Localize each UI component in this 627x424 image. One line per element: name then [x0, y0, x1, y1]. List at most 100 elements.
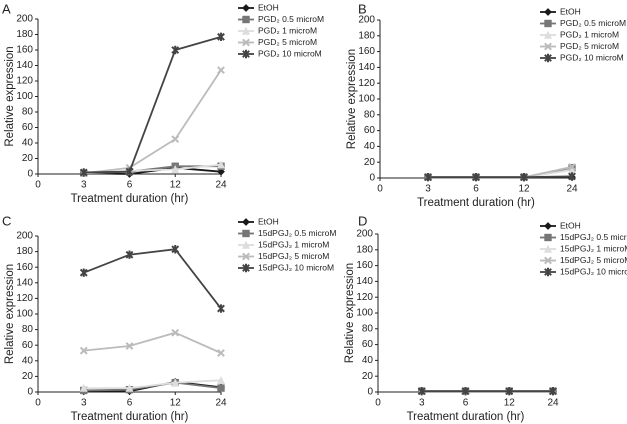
legend-marker [544, 267, 552, 277]
y-tick-label: 160 [16, 45, 33, 56]
marker [125, 342, 134, 350]
panel-label: A [2, 1, 11, 16]
y-tick-label: 140 [356, 276, 373, 287]
marker [217, 32, 225, 42]
y-tick-label: 120 [16, 76, 33, 87]
y-tick-label: 0 [369, 173, 375, 184]
marker [125, 167, 134, 176]
y-tick-label: 140 [16, 277, 33, 288]
x-tick-label: 3 [419, 398, 425, 409]
legend-text: 15dPGJ₂ 10 microM [560, 266, 627, 276]
marker [79, 346, 88, 355]
marker [505, 387, 514, 396]
marker [217, 384, 225, 392]
y-tick-label: 40 [364, 141, 376, 152]
legend-marker [241, 240, 251, 249]
y-tick-label: 180 [16, 29, 33, 40]
x-tick-label: 24 [547, 398, 559, 409]
y-tick-label: 60 [364, 125, 376, 136]
y-tick-label: 40 [22, 355, 34, 366]
marker [217, 304, 225, 313]
y-tick-label: 20 [22, 371, 34, 382]
legend-marker [242, 263, 250, 273]
series-line [83, 331, 222, 354]
y-tick-label: 60 [362, 339, 374, 350]
marker [171, 165, 180, 174]
series-line [428, 166, 573, 179]
y-tick-label: 80 [22, 107, 34, 118]
y-tick-label: 140 [16, 60, 33, 71]
marker [568, 172, 576, 181]
legend-text: 15dPGJ₂ 0.5 microM [258, 228, 336, 238]
marker [461, 387, 470, 396]
panel: B 0 20 40 60 80 100 120 140 160 180 200 0 3 6 12 24 Treat… [346, 1, 626, 209]
legend-text: PGD₂ 1 microM [258, 25, 317, 35]
y-tick-label: 120 [358, 78, 375, 89]
y-tick-label: 200 [16, 14, 33, 25]
x-tick-label: 24 [566, 184, 578, 195]
x-axis-title: Treatment duration (hr) [407, 411, 525, 423]
marker [171, 45, 180, 55]
legend-marker [242, 15, 250, 24]
y-tick-label: 160 [358, 46, 375, 57]
y-tick-label: 160 [16, 262, 33, 273]
y-axis-title: Relative expression [344, 263, 356, 363]
marker [217, 349, 225, 357]
y-axis-title: Relative expression [4, 264, 16, 364]
series-line [428, 175, 573, 179]
x-tick-label: 6 [127, 180, 133, 191]
panel: D 0 20 40 60 80 100 120 140 160 180 200 0 3 6 12 24 Treat… [344, 213, 627, 423]
panel-label: C [2, 213, 11, 228]
x-tick-label: 6 [463, 398, 469, 409]
legend-text: PGD₂ 10 microM [560, 52, 624, 62]
marker [417, 387, 426, 396]
legend-marker [544, 42, 552, 51]
y-tick-label: 60 [22, 122, 34, 133]
y-tick-label: 120 [16, 293, 33, 304]
marker [549, 387, 557, 396]
x-tick-label: 0 [375, 398, 381, 409]
series-line [83, 35, 222, 174]
x-tick-label: 0 [377, 184, 383, 195]
legend-marker [544, 233, 552, 242]
panel-label: B [358, 1, 367, 16]
legend-text: PGD₂ 1 microM [560, 29, 619, 39]
marker [171, 135, 180, 144]
y-tick-label: 200 [356, 229, 373, 240]
legend-text: EtOH [258, 2, 279, 12]
y-tick-label: 160 [356, 260, 373, 271]
x-tick-label: 6 [473, 184, 479, 195]
x-tick-label: 0 [35, 398, 41, 409]
y-tick-label: 180 [16, 246, 33, 257]
legend-marker [544, 256, 552, 265]
y-tick-label: 100 [356, 308, 373, 319]
marker [520, 173, 528, 182]
y-tick-label: 20 [22, 153, 34, 164]
x-tick-label: 12 [504, 398, 516, 409]
legend-marker [544, 19, 552, 28]
legend-text: PGD₂ 5 microM [258, 37, 317, 47]
x-tick-label: 3 [81, 398, 87, 409]
legend-marker [242, 49, 250, 59]
marker [79, 383, 88, 392]
legend-text: PGD₂ 5 microM [560, 41, 619, 51]
legend-marker [543, 30, 553, 39]
marker [79, 168, 88, 177]
y-tick-label: 100 [16, 309, 33, 320]
legend-marker [544, 8, 552, 16]
legend-text: 15dPGJ₂ 0.5 microM [560, 232, 627, 242]
x-tick-label: 12 [518, 184, 530, 195]
x-tick-label: 24 [215, 180, 227, 191]
marker [125, 250, 134, 259]
legend-text: 15dPGJ₂ 5 microM [560, 255, 627, 265]
legend-marker [242, 4, 250, 12]
series-line [83, 248, 222, 310]
panel-label: D [358, 213, 367, 228]
y-tick-label: 60 [22, 340, 34, 351]
x-tick-label: 0 [35, 180, 41, 191]
y-tick-label: 180 [356, 244, 373, 255]
legend-marker [242, 252, 250, 261]
legend-text: PGD₂ 10 microM [258, 48, 322, 58]
panel: C 0 20 40 60 80 100 120 140 160 180 200 0 3 6 12 24 Treat… [2, 213, 336, 423]
